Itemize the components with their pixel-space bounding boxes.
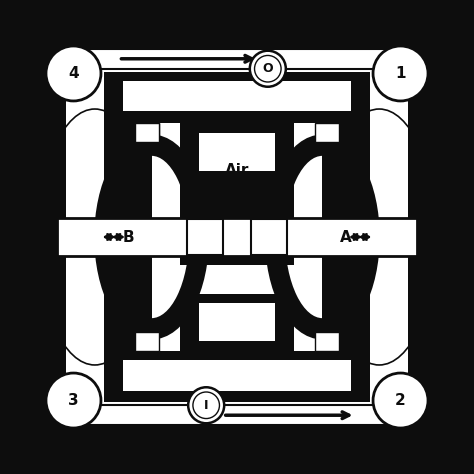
Circle shape <box>373 46 428 101</box>
Bar <box>180 123 294 180</box>
Text: 1: 1 <box>395 66 406 81</box>
Bar <box>199 303 275 341</box>
Bar <box>57 218 417 256</box>
Text: 2: 2 <box>395 393 406 408</box>
Bar <box>412 0 474 57</box>
Bar <box>315 332 339 351</box>
Circle shape <box>255 55 281 82</box>
Bar <box>180 294 294 351</box>
Bar <box>0 0 62 57</box>
Bar <box>38 417 436 446</box>
Text: O: O <box>263 62 273 75</box>
Bar <box>135 123 159 142</box>
Bar <box>0 417 62 474</box>
Bar <box>123 360 351 391</box>
Bar <box>199 133 275 171</box>
Bar <box>66 66 408 408</box>
Circle shape <box>193 392 219 419</box>
Bar <box>180 180 294 265</box>
Bar <box>38 38 66 436</box>
Bar <box>104 123 152 351</box>
Bar <box>38 38 436 436</box>
Circle shape <box>250 51 286 87</box>
Bar <box>135 332 159 351</box>
Text: A: A <box>340 229 352 245</box>
Bar <box>104 351 370 402</box>
Text: B: B <box>122 229 134 245</box>
Bar <box>412 417 474 474</box>
Circle shape <box>46 373 101 428</box>
Text: 3: 3 <box>68 393 79 408</box>
Bar <box>66 405 408 425</box>
Bar <box>251 219 287 255</box>
Bar <box>0 0 28 57</box>
Text: I: I <box>204 399 209 412</box>
Circle shape <box>373 373 428 428</box>
Bar <box>187 219 223 255</box>
Bar <box>135 123 159 142</box>
Circle shape <box>188 387 224 423</box>
Bar <box>38 28 436 57</box>
Bar <box>104 72 370 123</box>
Text: 4: 4 <box>68 66 79 81</box>
Bar <box>66 49 408 69</box>
Bar <box>123 81 351 111</box>
Circle shape <box>46 46 101 101</box>
Text: Air: Air <box>225 163 249 178</box>
Bar <box>322 123 370 351</box>
Bar <box>408 38 436 436</box>
Bar <box>315 123 339 142</box>
